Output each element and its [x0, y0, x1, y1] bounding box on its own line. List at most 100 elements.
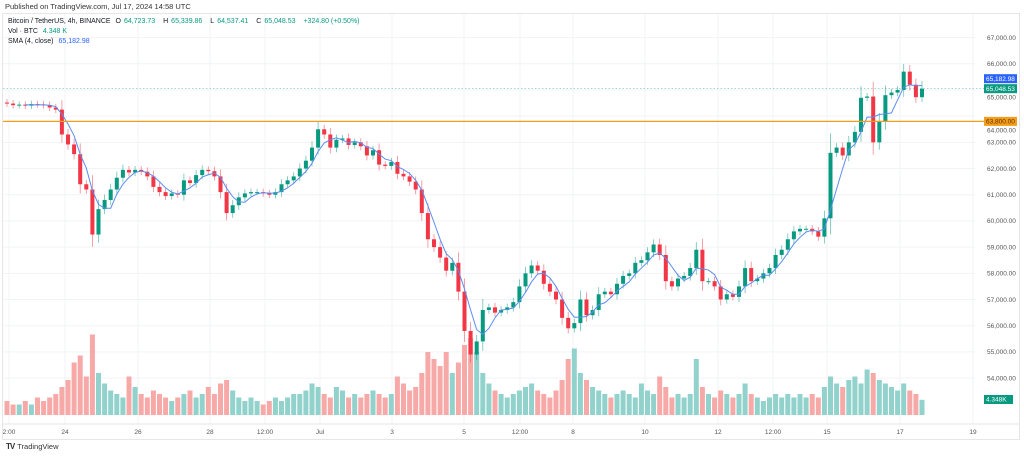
candle: [120, 164, 125, 183]
volume-bar: [474, 352, 480, 415]
volume-bar: [480, 373, 486, 415]
tradingview-logo[interactable]: TV TradingView: [6, 442, 59, 451]
volume-bar: [254, 401, 260, 415]
candle-body: [438, 247, 443, 258]
volume-bar: [602, 394, 608, 415]
candle-body: [291, 176, 296, 181]
candle-body: [114, 177, 119, 190]
volume-bar: [65, 380, 71, 415]
time-tick-label: 17: [896, 429, 904, 436]
close-value: C 65,048.53: [256, 18, 298, 25]
volume-bar: [797, 394, 803, 415]
candle-body: [413, 181, 418, 190]
change-value: +324.80 (+0.50%): [303, 18, 360, 25]
candle: [700, 238, 705, 291]
candle-body: [724, 294, 729, 300]
volume-bar: [224, 380, 230, 415]
sma-value: 65,182.98: [58, 38, 90, 45]
candle-body: [218, 176, 223, 193]
volume-row[interactable]: Vol · BTC 4.348 K: [8, 27, 363, 37]
volume-bar: [59, 387, 65, 415]
candle-body: [694, 249, 699, 269]
candle-body: [78, 154, 83, 185]
volume-bar: [462, 345, 467, 415]
volume-bar: [144, 397, 150, 415]
volume-bar: [724, 394, 730, 415]
volume-bar: [468, 338, 474, 415]
candle: [694, 242, 699, 275]
candle-body: [718, 286, 723, 300]
candle-body: [84, 184, 89, 190]
candle-body: [493, 307, 497, 313]
grid: [3, 14, 975, 424]
candle-body: [901, 71, 906, 90]
volume-bar: [260, 404, 266, 415]
candle: [5, 99, 9, 107]
candle-body: [340, 138, 345, 140]
candle-body: [511, 302, 516, 308]
candle-body: [358, 142, 363, 147]
volume-bar: [401, 383, 406, 415]
candle-body: [279, 184, 284, 193]
volume-bar: [681, 397, 687, 415]
volume-bar: [535, 390, 541, 415]
candle: [322, 124, 327, 139]
volume-bar: [565, 359, 571, 415]
volume-bar: [803, 397, 809, 415]
candle: [621, 270, 626, 289]
volume-bar: [16, 404, 22, 415]
candle-body: [425, 213, 430, 240]
volume-bar: [541, 394, 547, 415]
candle: [377, 143, 382, 171]
volume-bar: [559, 380, 565, 415]
candle-body: [877, 121, 882, 143]
candles: [5, 63, 924, 363]
volume-bar: [907, 390, 913, 415]
candle-body: [151, 176, 156, 187]
candle-body: [389, 161, 394, 166]
symbol-title[interactable]: Bitcoin / TetherUS, 4h, BINANCE: [8, 18, 111, 25]
volume-bar: [382, 397, 388, 415]
volume-bar: [120, 397, 126, 415]
candle-body: [791, 231, 796, 240]
chart-frame[interactable]: [2, 13, 1020, 440]
candle: [474, 335, 479, 361]
candle: [651, 239, 656, 258]
price-tick-label: 67,000.00: [987, 35, 1016, 42]
price-tick-label: 61,000.00: [987, 192, 1016, 199]
volume-bar: [895, 390, 901, 415]
candle: [383, 161, 388, 170]
candle: [72, 138, 77, 160]
candle-body: [773, 254, 778, 269]
candle: [480, 298, 485, 351]
candle-body: [456, 262, 461, 292]
candle-body: [706, 281, 711, 283]
candle-body: [188, 180, 192, 183]
volume-bar: [150, 390, 156, 415]
ohlc-row: Bitcoin / TetherUS, 4h, BINANCE O 64,723.…: [8, 17, 363, 27]
candle-body: [66, 134, 70, 145]
sma-line: [25, 84, 923, 335]
candle-body: [468, 330, 473, 355]
candle: [737, 280, 741, 303]
candle-body: [334, 139, 339, 148]
candle-body: [230, 205, 235, 214]
volume-bar: [340, 390, 345, 415]
candle-body: [163, 192, 168, 197]
time-tick-label: 24: [61, 429, 69, 436]
open-label: O: [115, 18, 121, 25]
time-tick-label: 12: [714, 429, 722, 436]
candle-body: [737, 286, 741, 297]
candle-body: [407, 176, 412, 182]
volume-bar: [248, 397, 254, 415]
volume-bar: [175, 397, 181, 415]
candle: [364, 140, 369, 161]
candle-body: [352, 142, 357, 145]
candle: [303, 155, 308, 174]
candle: [218, 169, 223, 199]
volume-bars: [4, 334, 925, 415]
sma-row[interactable]: SMA (4, close) 65,182.98: [8, 37, 363, 47]
overlays: 63,800.00 65,048.53 65,182.98 4.348K: [3, 74, 1017, 404]
candle-body: [499, 309, 504, 313]
